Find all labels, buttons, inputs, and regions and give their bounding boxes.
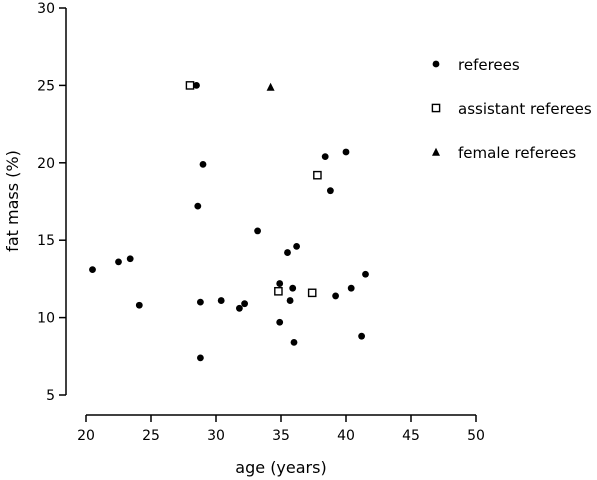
data-point [358,332,365,340]
x-tick-label: 50 [467,428,485,444]
legend-label: female referees [458,144,576,162]
y-axis: 5 10 15 20 25 30 [37,1,67,404]
data-points [89,81,369,362]
data-point [289,284,297,292]
data-point [362,270,369,278]
data-point [307,288,317,298]
data-point [126,255,134,263]
data-point [197,298,204,306]
data-point [266,82,275,91]
legend-marker [432,60,440,68]
data-point [274,286,283,296]
data-point [194,202,202,210]
x-tick-label: 30 [207,428,225,444]
data-point [135,301,143,309]
data-point [293,242,300,250]
data-point [327,187,334,195]
y-tick-label: 15 [37,233,55,249]
y-tick-label: 5 [46,388,55,404]
data-point [197,354,204,362]
x-tick-label: 45 [402,428,420,444]
x-tick-label: 25 [142,428,160,444]
y-tick-label: 20 [37,156,55,172]
series-0 [89,82,369,362]
data-point [241,300,249,308]
data-point [321,153,329,161]
x-axis-label: age (years) [235,458,326,477]
y-axis-label: fat mass (%) [3,150,22,252]
data-point [276,280,284,287]
data-point [347,284,355,292]
data-point [254,227,261,235]
series-2 [266,82,275,91]
legend: referees assistant referees female referee… [431,56,592,162]
x-axis: 20 25 30 35 40 45 50 [77,414,485,444]
data-point [342,148,350,156]
legend-label: referees [458,56,520,74]
data-point [286,297,294,304]
data-point [276,318,284,326]
y-tick-label: 30 [37,1,55,17]
y-tick-label: 10 [37,311,55,327]
x-tick-label: 40 [337,428,355,444]
data-point [217,297,225,304]
x-tick-label: 35 [272,428,290,444]
y-tick-label: 25 [37,78,55,94]
data-point [185,81,195,90]
data-point [193,82,200,89]
legend-label: assistant referees [458,100,592,118]
data-point [313,170,322,180]
data-point [89,266,96,274]
data-point [332,292,339,300]
series-1 [185,81,322,298]
data-point [236,304,243,312]
x-ticks: 20 25 30 35 40 45 50 [77,415,485,444]
y-ticks: 5 10 15 20 25 30 [37,1,66,404]
x-tick-label: 20 [77,428,95,444]
legend-marker [431,103,441,113]
data-point [290,338,298,346]
data-point [199,160,207,168]
data-point [115,258,122,266]
data-point [284,249,291,256]
legend-marker [432,147,440,156]
